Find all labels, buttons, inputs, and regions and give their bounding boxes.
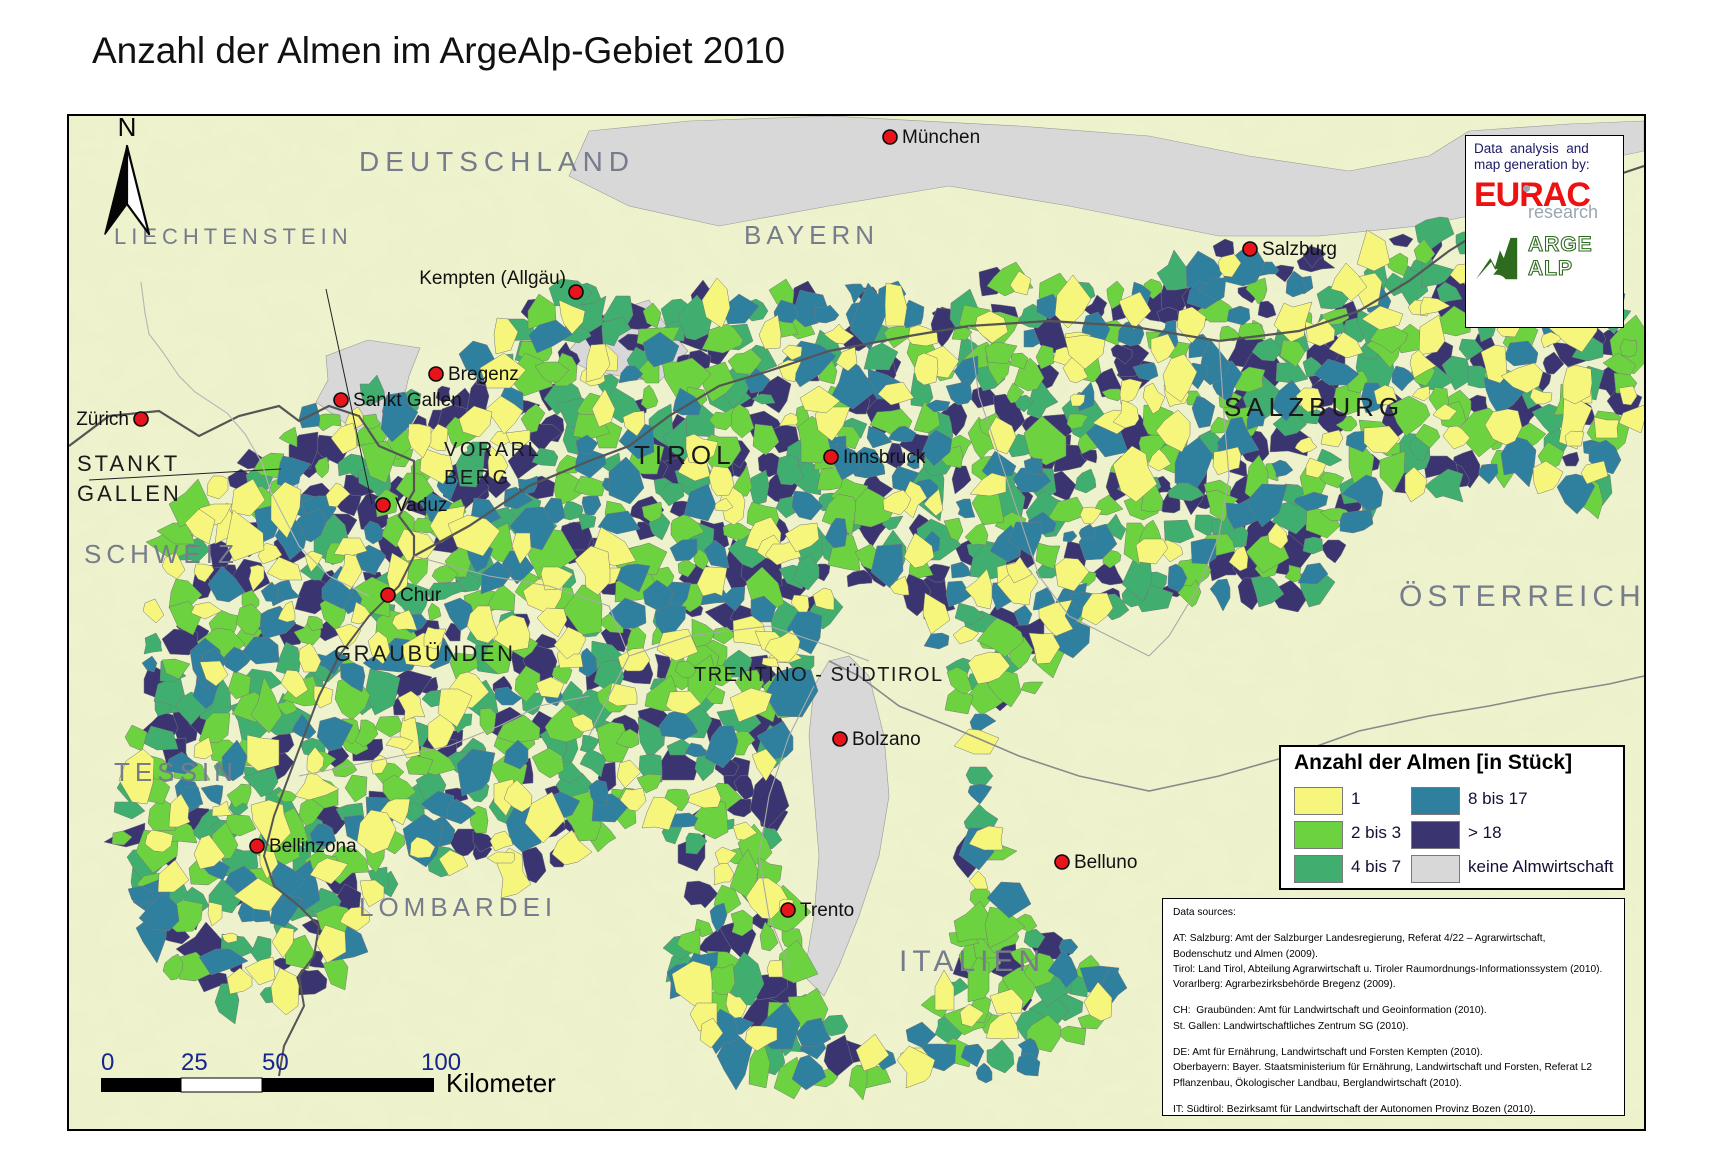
svg-text:BERG: BERG [444, 467, 511, 489]
svg-text:ITALIEN: ITALIEN [899, 945, 1045, 978]
svg-text:GALLEN: GALLEN [77, 481, 182, 506]
svg-text:ÖSTERREICH: ÖSTERREICH [1399, 580, 1644, 613]
svg-text:Bolzano: Bolzano [852, 729, 921, 750]
svg-text:Zürich: Zürich [76, 409, 129, 430]
svg-text:50: 50 [262, 1049, 289, 1076]
svg-text:SCHWEIZ: SCHWEIZ [84, 539, 239, 569]
svg-text:N: N [118, 116, 137, 142]
svg-text:TESSIN: TESSIN [114, 757, 238, 787]
svg-text:GRAUBÜNDEN: GRAUBÜNDEN [334, 641, 515, 666]
svg-text:TIROL: TIROL [634, 440, 736, 470]
svg-text:Sankt Gallen: Sankt Gallen [353, 390, 462, 411]
svg-text:Trento: Trento [800, 900, 854, 921]
svg-text:Kempten (Allgäu): Kempten (Allgäu) [419, 268, 566, 289]
svg-text:LOMBARDEI: LOMBARDEI [359, 892, 557, 922]
svg-text:Bregenz: Bregenz [448, 364, 519, 385]
svg-text:Kilometer: Kilometer [446, 1068, 556, 1098]
svg-text:Chur: Chur [400, 585, 442, 606]
svg-text:SALZBURG: SALZBURG [1224, 392, 1404, 422]
svg-text:VORARL: VORARL [444, 439, 541, 461]
svg-text:München: München [902, 127, 980, 148]
svg-text:Vaduz: Vaduz [395, 495, 447, 516]
svg-text:Belluno: Belluno [1074, 852, 1137, 873]
svg-text:BAYERN: BAYERN [744, 220, 879, 250]
svg-text:LIECHTENSTEIN: LIECHTENSTEIN [114, 224, 353, 249]
svg-text:Salzburg: Salzburg [1262, 239, 1337, 260]
svg-text:Bellinzona: Bellinzona [269, 836, 357, 857]
svg-text:DEUTSCHLAND: DEUTSCHLAND [359, 146, 635, 177]
svg-text:0: 0 [101, 1049, 114, 1076]
svg-text:Innsbruck: Innsbruck [843, 447, 926, 468]
svg-text:TRENTINO - SÜDTIROL: TRENTINO - SÜDTIROL [694, 664, 944, 686]
svg-text:STANKT: STANKT [77, 451, 180, 476]
svg-text:25: 25 [181, 1049, 208, 1076]
